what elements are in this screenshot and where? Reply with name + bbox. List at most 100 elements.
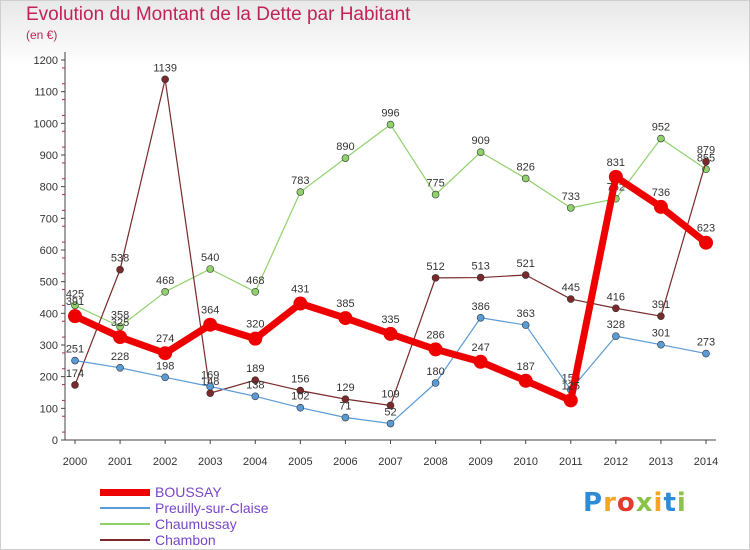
legend-item-chambon: Chambon bbox=[100, 532, 340, 548]
data-point-preuilly-sur-claise bbox=[612, 332, 620, 340]
data-point-boussay bbox=[473, 354, 488, 369]
data-point-boussay bbox=[158, 346, 173, 361]
data-label-chambon: 416 bbox=[607, 291, 625, 303]
legend-swatch bbox=[100, 523, 150, 525]
y-tick-label: 800 bbox=[40, 182, 58, 194]
data-point-chambon bbox=[386, 401, 395, 410]
data-point-chaumussay bbox=[566, 204, 575, 212]
logo-letter: x bbox=[635, 488, 654, 518]
data-point-chaumussay bbox=[386, 120, 395, 129]
data-label-chaumussay: 425 bbox=[66, 288, 84, 300]
data-point-chambon bbox=[341, 395, 350, 403]
data-label-chaumussay: 952 bbox=[652, 122, 670, 134]
y-tick-label: 100 bbox=[40, 403, 58, 415]
x-tick-label: 2002 bbox=[153, 456, 177, 468]
data-label-preuilly-sur-claise: 52 bbox=[384, 407, 396, 419]
data-point-chaumussay bbox=[251, 287, 260, 296]
legend-item-boussay: BOUSSAY bbox=[100, 484, 340, 500]
x-tick-label: 2001 bbox=[108, 456, 132, 468]
data-label-boussay: 736 bbox=[652, 187, 670, 199]
data-label-chambon: 174 bbox=[66, 368, 84, 380]
data-point-boussay bbox=[113, 330, 128, 345]
logo-letter: r bbox=[603, 488, 617, 518]
data-point-chaumussay bbox=[431, 190, 440, 199]
data-label-chaumussay: 996 bbox=[381, 108, 399, 120]
data-label-chambon: 521 bbox=[517, 258, 535, 270]
data-point-boussay bbox=[68, 309, 82, 324]
data-label-preuilly-sur-claise: 301 bbox=[652, 328, 670, 340]
data-label-chaumussay: 468 bbox=[156, 275, 174, 287]
data-label-boussay: 187 bbox=[517, 361, 535, 373]
data-point-chambon bbox=[71, 381, 79, 389]
y-tick-label: 1000 bbox=[34, 118, 58, 130]
data-label-boussay: 320 bbox=[246, 319, 264, 331]
data-point-boussay bbox=[203, 317, 218, 332]
x-tick-label: 2010 bbox=[513, 456, 537, 468]
x-tick-label: 2003 bbox=[198, 456, 222, 468]
data-point-preuilly-sur-claise bbox=[251, 392, 260, 401]
x-tick-label: 2014 bbox=[694, 456, 718, 468]
data-label-preuilly-sur-claise: 169 bbox=[201, 369, 219, 381]
data-label-chaumussay: 775 bbox=[426, 178, 444, 190]
x-tick-label: 2005 bbox=[288, 456, 312, 468]
data-label-boussay: 125 bbox=[562, 380, 580, 392]
legend-swatch bbox=[100, 507, 150, 509]
y-tick-label: 400 bbox=[40, 308, 58, 320]
data-point-chambon bbox=[161, 75, 169, 84]
data-label-boussay: 274 bbox=[156, 333, 174, 345]
data-point-chambon bbox=[206, 389, 215, 397]
data-label-chaumussay: 540 bbox=[201, 252, 219, 264]
logo-letter: i bbox=[676, 488, 687, 518]
data-point-chaumussay bbox=[657, 134, 665, 143]
data-point-boussay bbox=[338, 311, 353, 326]
data-point-boussay bbox=[699, 235, 713, 250]
data-point-preuilly-sur-claise bbox=[702, 349, 710, 358]
data-point-boussay bbox=[608, 169, 623, 184]
data-label-chambon: 538 bbox=[111, 253, 129, 265]
x-tick-label: 2012 bbox=[604, 456, 628, 468]
legend-item-preuilly-sur-claise: Preuilly-sur-Claise bbox=[100, 500, 340, 516]
data-label-boussay: 385 bbox=[336, 298, 354, 310]
data-point-preuilly-sur-claise bbox=[521, 321, 530, 329]
x-tick-label: 2008 bbox=[423, 456, 447, 468]
legend-label: Preuilly-sur-Claise bbox=[155, 500, 269, 516]
data-point-boussay bbox=[383, 326, 398, 341]
y-tick-label: 600 bbox=[40, 245, 58, 257]
data-label-boussay: 391 bbox=[66, 296, 84, 308]
data-point-chambon bbox=[476, 273, 485, 282]
data-label-boussay: 286 bbox=[426, 329, 444, 341]
data-point-chaumussay bbox=[341, 154, 350, 162]
data-point-preuilly-sur-claise bbox=[386, 419, 395, 428]
data-point-chambon bbox=[612, 304, 620, 313]
data-point-chaumussay bbox=[71, 301, 79, 310]
logo-letter: i bbox=[653, 488, 664, 518]
data-label-boussay: 335 bbox=[381, 314, 399, 326]
data-point-preuilly-sur-claise bbox=[341, 413, 350, 422]
data-label-preuilly-sur-claise: 198 bbox=[156, 360, 174, 372]
x-tick-label: 2009 bbox=[468, 456, 492, 468]
data-point-chambon bbox=[431, 274, 440, 282]
data-label-chambon: 1139 bbox=[153, 62, 177, 74]
data-point-preuilly-sur-claise bbox=[161, 373, 169, 382]
data-point-chaumussay bbox=[296, 188, 305, 196]
data-label-preuilly-sur-claise: 251 bbox=[66, 344, 84, 356]
y-tick-label: 1200 bbox=[34, 55, 58, 67]
data-label-chambon: 512 bbox=[426, 261, 444, 273]
x-tick-label: 2007 bbox=[378, 456, 402, 468]
data-label-boussay: 831 bbox=[607, 157, 625, 169]
y-tick-label: 900 bbox=[40, 150, 58, 162]
data-point-chambon bbox=[521, 271, 530, 279]
data-point-chambon bbox=[566, 295, 575, 303]
data-point-preuilly-sur-claise bbox=[116, 363, 124, 372]
data-point-chaumussay bbox=[161, 287, 169, 296]
y-tick-label: 300 bbox=[40, 340, 58, 352]
data-label-preuilly-sur-claise: 363 bbox=[517, 308, 535, 320]
data-point-boussay bbox=[653, 199, 668, 214]
data-label-chaumussay: 783 bbox=[291, 175, 309, 187]
data-point-chaumussay bbox=[476, 148, 485, 156]
data-label-boussay: 431 bbox=[291, 284, 309, 296]
legend-label: Chambon bbox=[155, 532, 216, 548]
data-point-boussay bbox=[518, 373, 533, 388]
y-tick-label: 0 bbox=[52, 435, 58, 447]
